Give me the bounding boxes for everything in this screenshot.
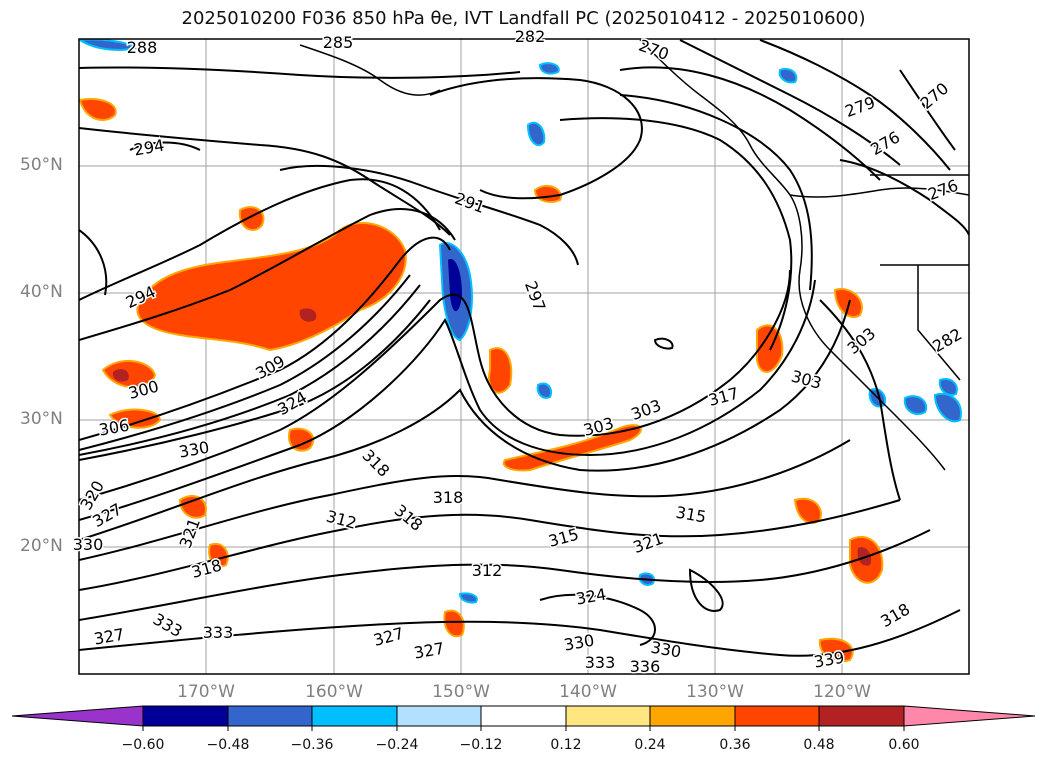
lat-label: 40°N: [20, 282, 63, 302]
contour-label: 285: [323, 33, 354, 52]
colorbar-tick-label: −0.36: [290, 737, 334, 753]
plot-frame: [78, 38, 970, 675]
contour-label: 288: [127, 38, 158, 57]
colorbar-tick-label: 0.60: [888, 737, 920, 753]
coastline: [299, 39, 969, 471]
colorbar-tick-label: 0.24: [634, 737, 666, 753]
colorbar-tick-label: −0.24: [375, 737, 419, 753]
contour-label: 282: [515, 27, 546, 46]
map-title: 2025010200 F036 850 hPa θe, IVT Landfall…: [181, 8, 866, 29]
lon-label: 120°W: [813, 682, 871, 702]
lat-label: 20°N: [20, 536, 63, 556]
ivt-positive-shading: [79, 98, 884, 663]
colorbar-tick-label: −0.60: [121, 737, 165, 753]
colorbar-tick-label: −0.48: [206, 737, 250, 753]
colorbar-tick-label: −0.12: [459, 737, 503, 753]
contour-label: 333: [585, 653, 616, 672]
colorbar-extend-min: [11, 705, 144, 727]
colorbar-tick-label: 0.48: [803, 737, 835, 753]
colorbar-segment: [734, 705, 820, 727]
contour-label: 336: [630, 657, 661, 676]
lon-label: 130°W: [686, 682, 744, 702]
map-plot-area: [79, 39, 969, 674]
colorbar: [11, 705, 1036, 727]
colorbar-segment: [142, 705, 229, 727]
lon-label: 170°W: [177, 682, 235, 702]
contour-label: 318: [433, 488, 464, 507]
colorbar-segment: [649, 705, 736, 727]
colorbar-segment: [818, 705, 905, 727]
ivt-negative-shading: [79, 39, 962, 604]
theta-e-contours: [79, 39, 969, 657]
colorbar-extend-max: [903, 705, 1036, 727]
colorbar-tick-marks: [142, 726, 905, 731]
contour-label: 330: [73, 535, 104, 554]
colorbar-tick-label: 0.36: [719, 737, 751, 753]
contour-label: 312: [472, 561, 503, 580]
lon-label: 150°W: [432, 682, 490, 702]
lon-label: 140°W: [559, 682, 617, 702]
colorbar-segment: [396, 705, 482, 727]
colorbar-tick-label: 0.12: [550, 737, 582, 753]
lon-label: 160°W: [305, 682, 363, 702]
colorbar-segment: [565, 705, 651, 727]
graticule: [79, 39, 969, 674]
lat-label: 30°N: [20, 409, 63, 429]
colorbar-segment: [480, 705, 567, 727]
lat-label: 50°N: [20, 155, 63, 175]
contour-label: 333: [203, 623, 234, 642]
colorbar-segment: [227, 705, 313, 727]
colorbar-segment: [311, 705, 398, 727]
